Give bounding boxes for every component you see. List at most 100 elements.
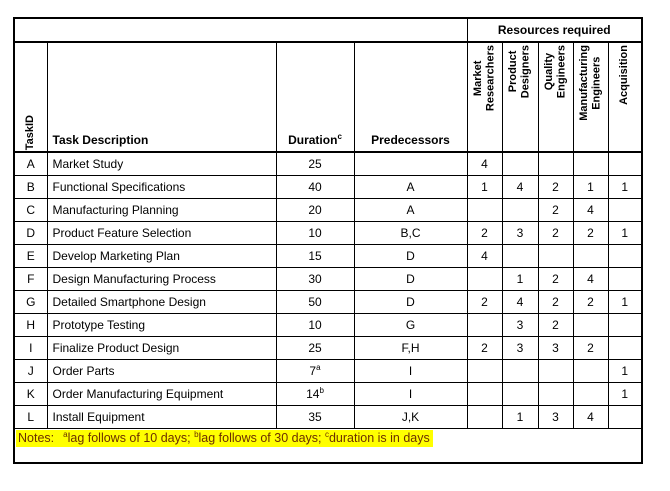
res-acquisition-cell: 1 [607,289,643,314]
predecessors-cell: I [353,381,468,406]
task-id-cell: L [13,404,48,429]
res-manufacturing-engineers-cell: 1 [572,174,609,199]
column-header-manufacturing-engineers: Manufacturing Engineers [572,41,609,153]
res-market-researchers-cell: 2 [466,289,503,314]
duration-cell: 15 [275,243,355,268]
res-manufacturing-engineers-cell: 2 [572,335,609,360]
empty-corner-cell [13,17,468,43]
column-header-product-designers: Product Designers [501,41,539,153]
task-description-cell: Prototype Testing [46,312,277,337]
res-manufacturing-engineers-cell: 4 [572,266,609,291]
duration-cell: 30 [275,266,355,291]
task-description-cell: Functional Specifications [46,174,277,199]
table-row: H Prototype Testing 10 G 3 2 [13,312,643,337]
res-acquisition-cell [607,151,643,176]
res-market-researchers-cell [466,266,503,291]
res-product-designers-cell [501,151,539,176]
res-product-designers-cell: 3 [501,312,539,337]
table-row: E Develop Marketing Plan 15 D 4 [13,243,643,268]
task-id-cell: J [13,358,48,383]
task-id-cell: B [13,174,48,199]
predecessors-cell [353,151,468,176]
footnote-c-mark: c [324,429,329,439]
res-acquisition-cell: 1 [607,381,643,406]
res-acquisition-cell: 1 [607,220,643,245]
predecessors-cell: F,H [353,335,468,360]
table-row: I Finalize Product Design 25 F,H 2 3 3 2 [13,335,643,360]
column-header-row: TaskID Task Description Durationc Predec… [13,41,643,153]
task-description-cell: Manufacturing Planning [46,197,277,222]
res-product-designers-cell: 3 [501,335,539,360]
predecessors-cell: I [353,358,468,383]
res-product-designers-cell: 1 [501,266,539,291]
task-id-cell: C [13,197,48,222]
duration-cell: 10 [275,220,355,245]
column-header-predecessors: Predecessors [353,41,468,153]
res-acquisition-cell: 1 [607,174,643,199]
res-market-researchers-cell [466,381,503,406]
footnote-a-text: lag follows of 10 days; [67,430,195,445]
notes-cell: Notes: alag follows of 10 days; blag foll… [13,427,643,463]
res-product-designers-cell: 1 [501,404,539,429]
column-header-market-researchers: Market Researchers [466,41,503,153]
res-manufacturing-engineers-cell: 2 [572,220,609,245]
duration-label: Duration [288,133,338,147]
res-market-researchers-cell: 4 [466,151,503,176]
task-id-cell: G [13,289,48,314]
footnote-c-text: duration is in days [328,430,430,445]
res-market-researchers-cell [466,404,503,429]
task-description-cell: Design Manufacturing Process [46,266,277,291]
res-quality-engineers-cell [537,358,574,383]
duration-footnote-mark: a [316,362,321,372]
table-row: D Product Feature Selection 10 B,C 2 3 2… [13,220,643,245]
table-row: A Market Study 25 4 [13,151,643,176]
predecessors-cell: J,K [353,404,468,429]
res-quality-engineers-cell: 2 [537,266,574,291]
task-description-cell: Product Feature Selection [46,220,277,245]
res-market-researchers-cell: 2 [466,335,503,360]
res-market-researchers-cell [466,197,503,222]
table-row: K Order Manufacturing Equipment 14b I 1 [13,381,643,406]
duration-cell: 10 [275,312,355,337]
res-product-designers-cell [501,381,539,406]
res-manufacturing-engineers-cell: 2 [572,289,609,314]
task-id-cell: A [13,151,48,176]
res-quality-engineers-cell: 2 [537,289,574,314]
res-manufacturing-engineers-cell [572,243,609,268]
res-acquisition-cell [607,197,643,222]
task-description-cell: Detailed Smartphone Design [46,289,277,314]
column-header-task-description: Task Description [46,41,277,153]
table-row: C Manufacturing Planning 20 A 2 4 [13,197,643,222]
res-quality-engineers-cell [537,381,574,406]
res-quality-engineers-cell: 2 [537,312,574,337]
res-quality-engineers-cell [537,151,574,176]
duration-cell: 20 [275,197,355,222]
task-description-cell: Order Manufacturing Equipment [46,381,277,406]
res-market-researchers-cell: 2 [466,220,503,245]
task-id-cell: F [13,266,48,291]
column-header-taskid: TaskID [13,41,48,153]
res-quality-engineers-cell: 2 [537,197,574,222]
task-id-cell: D [13,220,48,245]
res-quality-engineers-cell: 3 [537,335,574,360]
task-id-cell: K [13,381,48,406]
res-acquisition-cell [607,404,643,429]
task-id-cell: I [13,335,48,360]
resources-required-header: Resources required [466,17,643,43]
duration-cell: 25 [275,335,355,360]
res-product-designers-cell: 4 [501,174,539,199]
table-row: G Detailed Smartphone Design 50 D 2 4 2 … [13,289,643,314]
table-row: B Functional Specifications 40 A 1 4 2 1… [13,174,643,199]
taskid-vertical-label: TaskID [24,114,37,150]
res-acquisition-cell [607,312,643,337]
duration-cell: 35 [275,404,355,429]
notes-highlighted-text: Notes: alag follows of 10 days; blag foll… [16,429,433,447]
res-market-researchers-cell [466,312,503,337]
res-acquisition-cell [607,335,643,360]
predecessors-cell: D [353,289,468,314]
document-page: Resources required TaskID Task Descripti… [13,17,643,464]
predecessors-cell: D [353,266,468,291]
duration-cell: 25 [275,151,355,176]
res-market-researchers-cell: 4 [466,243,503,268]
res-manufacturing-engineers-cell: 4 [572,404,609,429]
